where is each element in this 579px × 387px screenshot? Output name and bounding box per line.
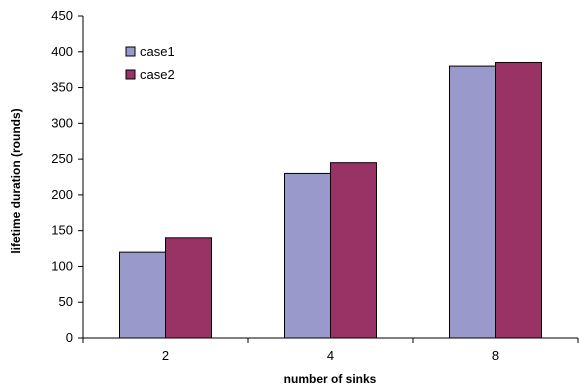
bar-case1-2 [119,251,166,339]
legend: case1 case2 [125,44,175,82]
x-tick-label: 4 [327,348,334,363]
y-tick-label: 400 [51,44,73,59]
y-tick-label: 150 [51,223,73,238]
legend-label-case2: case2 [140,67,175,82]
bars [119,62,542,339]
y-tick-label: 450 [51,8,73,23]
y-tick-label: 300 [51,115,73,130]
y-axis-ticks: 0 50 100 150 200 250 300 350 400 450 [51,8,83,345]
y-tick-label: 200 [51,187,73,202]
bar-case2-8 [495,62,542,339]
bar-case1-4 [284,172,331,339]
y-tick-label: 250 [51,151,73,166]
x-tick-label: 8 [492,348,499,363]
bar-case2-2 [165,237,212,339]
y-tick-label: 100 [51,258,73,273]
y-tick-label: 350 [51,80,73,95]
y-axis-label: lifetime duration (rounds) [9,108,23,253]
bar-case1-8 [449,65,496,339]
y-tick-label: 50 [59,294,73,309]
bar-case2-4 [330,162,377,339]
legend-label-case1: case1 [140,44,175,59]
legend-swatch-case2 [125,69,136,80]
y-tick-label: 0 [66,330,73,345]
x-axis-label: number of sinks [284,372,377,386]
legend-swatch-case1 [125,46,136,57]
x-tick-label: 2 [162,348,169,363]
x-axis-ticks: 2 4 8 [82,338,579,363]
axes [82,16,578,339]
